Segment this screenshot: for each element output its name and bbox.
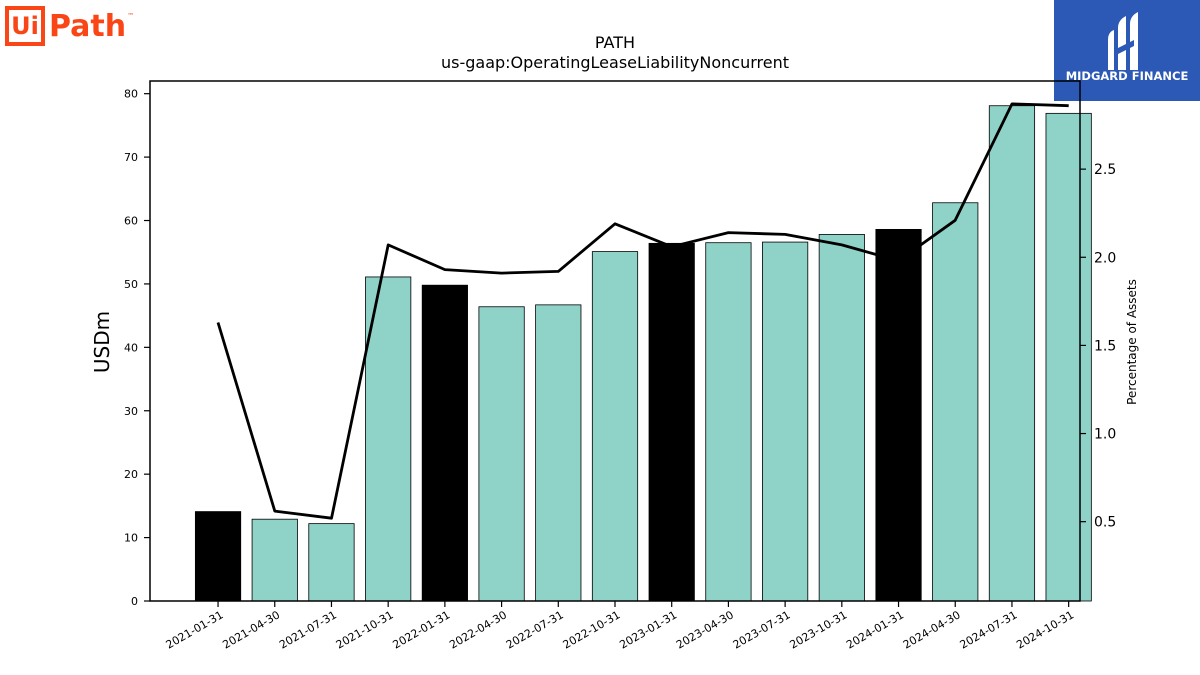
bar-2022-04-30 — [478, 306, 525, 602]
chart-title: PATH — [595, 33, 635, 52]
y-tick-label: 0 — [131, 595, 138, 608]
x-tick-label: 2022-07-31 — [504, 608, 566, 651]
bar-2023-01-31 — [648, 242, 695, 602]
y-axis-right: 0.5 1.0 1.5 2.0 2.5 — [1080, 162, 1116, 531]
uipath-logo-ui: Ui — [11, 12, 39, 40]
uipath-logo: Ui Path ™ — [5, 6, 134, 46]
percentage-line — [216, 102, 1069, 520]
x-tick-label: 2023-10-31 — [787, 608, 849, 651]
x-tick-label: 2021-01-31 — [164, 608, 226, 651]
y-tick-label: 30 — [124, 405, 138, 418]
x-tick-label: 2024-07-31 — [958, 608, 1020, 651]
x-tick-label: 2022-01-31 — [391, 608, 453, 651]
y2-tick-label: 1.0 — [1094, 427, 1116, 443]
x-tick-label: 2022-04-30 — [447, 608, 509, 651]
x-tick-label: 2021-04-30 — [220, 608, 282, 651]
x-tick-label: 2021-07-31 — [277, 608, 339, 651]
bar-2021-01-31 — [194, 511, 242, 602]
x-tick-label: 2022-10-31 — [561, 608, 623, 651]
chart-subtitle: us-gaap:OperatingLeaseLiabilityNoncurren… — [441, 53, 789, 72]
bar-2022-01-31 — [421, 284, 468, 602]
bar-2024-07-31 — [988, 105, 1036, 602]
midgard-finance-text: MIDGARD FINANCE — [1065, 69, 1189, 83]
line-group — [216, 102, 1069, 520]
y-tick-label: 80 — [124, 88, 138, 101]
bars-group — [194, 105, 1092, 602]
y-tick-label: 50 — [124, 278, 138, 291]
y2-axis-label: Percentage of Assets — [1125, 279, 1139, 405]
y-tick-label: 40 — [124, 341, 138, 354]
x-axis: 2021-01-312021-04-302021-07-312021-10-31… — [164, 601, 1076, 652]
y2-tick-label: 1.5 — [1094, 338, 1116, 354]
bar-2024-10-31 — [1045, 112, 1092, 602]
midgard-mark-icon — [1108, 12, 1138, 70]
x-tick-label: 2024-04-30 — [901, 608, 963, 651]
bar-2024-04-30 — [932, 202, 979, 602]
x-tick-label: 2021-10-31 — [334, 608, 396, 651]
bar-2022-07-31 — [535, 304, 582, 602]
y-tick-label: 60 — [124, 215, 138, 228]
x-tick-label: 2023-01-31 — [617, 608, 679, 651]
x-tick-label: 2024-10-31 — [1014, 608, 1076, 651]
y-axis-label: USDm — [90, 311, 114, 373]
uipath-logo-box: Ui — [5, 6, 45, 46]
bar-2023-07-31 — [762, 241, 809, 602]
y2-tick-label: 2.0 — [1094, 250, 1116, 266]
bar-2021-07-31 — [308, 523, 355, 602]
y2-tick-label: 0.5 — [1094, 515, 1116, 531]
y-tick-label: 70 — [124, 151, 138, 164]
x-tick-label: 2023-07-31 — [731, 608, 793, 651]
uipath-logo-tm: ™ — [127, 12, 135, 20]
midgard-finance-logo: MIDGARD FINANCE — [1054, 0, 1200, 101]
bar-2021-04-30 — [251, 518, 298, 602]
y-axis-left: 0 10 20 30 40 50 60 70 80 — [124, 88, 150, 608]
uipath-logo-path: Path — [49, 8, 127, 44]
bar-2022-10-31 — [591, 251, 639, 602]
bar-2023-04-30 — [705, 242, 752, 602]
bar-2021-10-31 — [365, 276, 412, 602]
x-tick-label: 2023-04-30 — [674, 608, 736, 651]
bar-2023-10-31 — [818, 234, 865, 602]
y2-tick-label: 2.5 — [1094, 162, 1116, 178]
y-tick-label: 10 — [124, 532, 138, 545]
y-tick-label: 20 — [124, 468, 138, 481]
bar-2024-01-31 — [875, 228, 922, 602]
x-tick-label: 2024-01-31 — [844, 608, 906, 651]
